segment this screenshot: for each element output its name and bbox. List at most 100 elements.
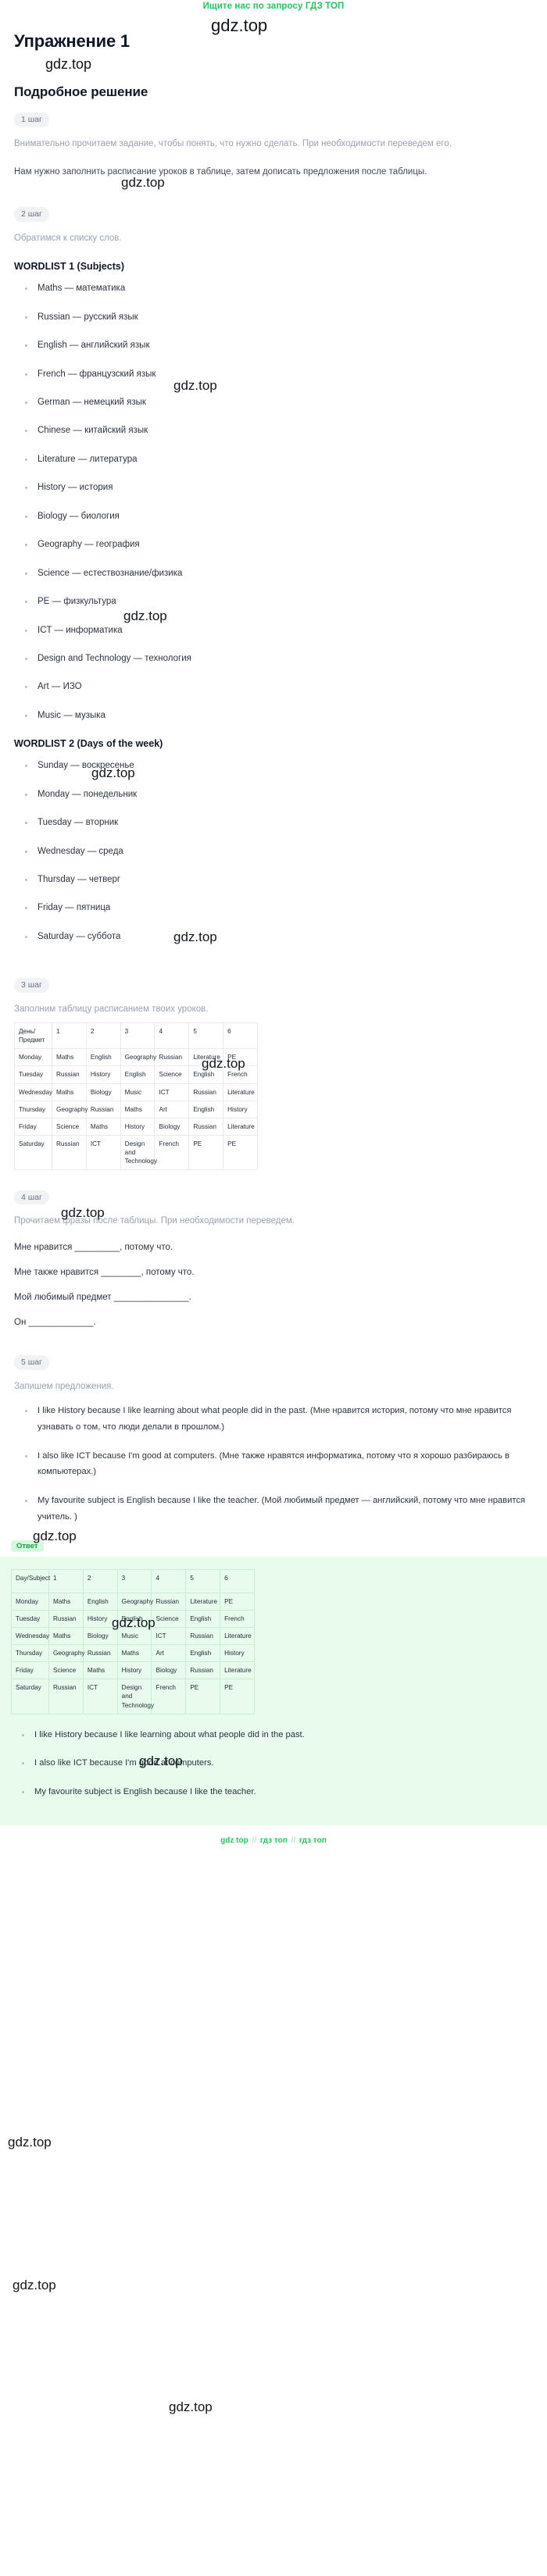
footer-link-gdz-top-en[interactable]: gdz top	[220, 1836, 248, 1845]
wordlist-item: Geography — география	[22, 539, 533, 551]
wordlist-item: French — французский язык	[22, 369, 533, 380]
table-cell: History	[82, 1610, 118, 1629]
table-cell: Maths	[52, 1048, 87, 1067]
table-cell: Literature	[220, 1627, 255, 1646]
table-row: Thursday Geography Russian Maths Art English H…	[14, 1100, 258, 1119]
step-badge-3: 3 шаг	[14, 978, 49, 993]
table-cell: Saturday	[11, 1679, 49, 1714]
table-cell: Art	[154, 1100, 190, 1119]
table-cell: Literature	[223, 1083, 258, 1101]
list-item: I like History because I like learning a…	[20, 1727, 536, 1743]
wordlist-item: Friday — пятница	[22, 902, 533, 914]
table-cell: English	[82, 1593, 118, 1611]
table-cell: Biology	[82, 1627, 118, 1646]
step1-instruction: Внимательно прочитаем задание, чтобы пон…	[14, 138, 452, 148]
wordlist-item: Thursday — четверг	[22, 874, 533, 886]
table-row: Saturday Russian ICT Design and Technology F…	[11, 1679, 255, 1714]
table-cell: ICT	[154, 1083, 190, 1101]
footer-link-gdz-top-ru-2[interactable]: гдз топ	[299, 1836, 327, 1845]
fill-in-blanks: Мне нравится _________, потому что. Мне т…	[14, 1238, 533, 1333]
table-cell: Music	[116, 1627, 152, 1646]
table-cell: English	[85, 1048, 121, 1067]
list-item: My favourite subject is English because …	[20, 1784, 536, 1800]
answer-schedule-table: Day/Subject 1 2 3 4 5 6 Monday Maths English Geogr…	[11, 1569, 255, 1714]
footer-links: gdz top // гдз топ // гдз топ	[0, 1825, 547, 1851]
table-cell: ICT	[82, 1679, 118, 1714]
table-cell: History	[223, 1100, 258, 1119]
table-cell: Science	[154, 1065, 190, 1084]
schedule-table: День/Предмет 1 2 3 4 5 6 Monday Maths English Geog…	[14, 1022, 258, 1170]
table-header-cell: 5	[188, 1022, 224, 1050]
table-cell: Maths	[116, 1644, 152, 1663]
table-cell: Russian	[188, 1117, 224, 1136]
table-cell: Maths	[52, 1083, 87, 1101]
table-cell: Literature	[220, 1661, 255, 1680]
table-cell: Literature	[185, 1593, 221, 1611]
table-cell: French	[220, 1610, 255, 1629]
table-cell: PE	[223, 1134, 258, 1170]
footer-link-gdz-top-ru-1[interactable]: гдз топ	[259, 1836, 288, 1845]
answer-sentence-list: I like History because I like learning a…	[11, 1727, 536, 1800]
list-item: I also like ICT because I'm good at comp…	[23, 1448, 533, 1480]
table-cell: Wednesday	[11, 1627, 49, 1646]
table-header-cell: 3	[120, 1022, 156, 1050]
step4-instruction: Прочитаем фразы после таблицы. При необх…	[14, 1216, 295, 1226]
table-row: Monday Maths English Geography Russian Litera…	[14, 1048, 258, 1067]
list-item: I like History because I like learning a…	[23, 1403, 533, 1435]
table-cell: Tuesday	[14, 1065, 52, 1084]
wordlist-item: German — немецкий язык	[22, 397, 533, 409]
table-cell: Biology	[154, 1117, 190, 1136]
page-title: Упражнение 1	[14, 31, 130, 51]
promo-banner: Ищите нас по запросу ГДЗ ТОП	[202, 2, 345, 11]
list-item: I also like ICT because I'm good at comp…	[20, 1755, 536, 1771]
table-cell: French	[154, 1134, 190, 1170]
wordlist-item: Monday — понедельник	[22, 789, 533, 801]
blank-sentence: Мой любимый предмет _______________.	[14, 1293, 191, 1303]
table-header-cell: 2	[85, 1022, 121, 1050]
table-header-cell: 6	[223, 1022, 258, 1050]
wordlist-item: English — английский язык	[22, 340, 533, 351]
table-row: Monday Maths English Geography Russian Litera…	[11, 1593, 255, 1611]
table-cell: Maths	[48, 1627, 84, 1646]
table-header-cell: Day/Subject	[11, 1569, 50, 1594]
step-badge-4: 4 шаг	[14, 1190, 49, 1205]
table-cell: English	[188, 1100, 224, 1119]
table-cell: Maths	[85, 1117, 121, 1136]
table-header-cell: 6	[220, 1569, 255, 1594]
table-cell: English	[185, 1644, 221, 1663]
table-cell: English	[188, 1065, 224, 1084]
wordlist-item: Sunday — воскресенье	[22, 760, 533, 772]
table-header-cell: 4	[151, 1569, 187, 1594]
wordlist1-title: WORDLIST 1 (Subjects)	[14, 261, 124, 273]
table-cell: PE	[220, 1593, 255, 1611]
step-badge-5: 5 шаг	[14, 1355, 49, 1370]
table-cell: Saturday	[14, 1134, 52, 1170]
table-cell: Friday	[14, 1117, 52, 1136]
table-cell: Maths	[82, 1661, 118, 1680]
wordlist1: Maths — математика Russian — русский язык…	[14, 283, 533, 722]
table-cell: Monday	[14, 1048, 52, 1067]
wordlist-item: History — история	[22, 482, 533, 494]
table-cell: English	[185, 1610, 221, 1629]
table-cell: Russian	[48, 1679, 84, 1714]
table-cell: ICT	[151, 1627, 187, 1646]
table-cell: Thursday	[11, 1644, 49, 1663]
table-cell: Maths	[120, 1100, 156, 1119]
answer-badge: Ответ	[11, 1540, 44, 1553]
table-row: Friday Science Maths History Biology Russian L…	[14, 1117, 258, 1136]
wordlist-item: Russian — русский язык	[22, 312, 533, 323]
wordlist-item: Tuesday — вторник	[22, 817, 533, 829]
table-cell: Wednesday	[14, 1083, 52, 1101]
step2-instruction: Обратимся к списку слов.	[14, 233, 122, 243]
table-cell: Science	[48, 1661, 84, 1680]
list-item: My favourite subject is English because …	[23, 1493, 533, 1525]
table-cell: Russian	[185, 1627, 221, 1646]
table-header-cell: 3	[116, 1569, 152, 1594]
wordlist2: Sunday — воскресенье Monday — понедельник…	[14, 760, 533, 943]
wordlist-item: Art — ИЗО	[22, 681, 533, 693]
step-badge-2: 2 шаг	[14, 207, 49, 222]
table-cell: Maths	[48, 1593, 84, 1611]
table-cell: Tuesday	[11, 1610, 49, 1629]
table-cell: Russian	[52, 1065, 87, 1084]
table-cell: Literature	[188, 1048, 224, 1067]
